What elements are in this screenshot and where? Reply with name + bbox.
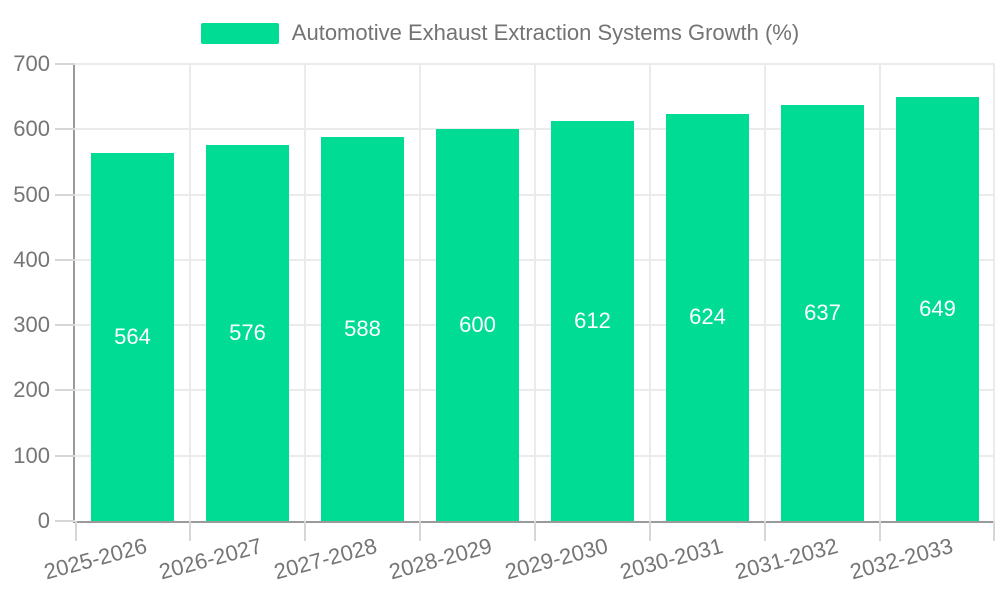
bar-value-label: 612 [574,308,611,334]
x-gridline [304,64,306,521]
x-axis-tick [534,521,536,541]
x-axis-tick [419,521,421,541]
plot-area: 0 100 200 300 400 500 600 700 564 576 588 600 612 624… [13,53,995,541]
x-gridline [189,64,191,521]
y-axis-tick [55,454,75,457]
bar-value-label: 649 [919,296,956,322]
x-axis-tick [649,521,651,541]
y-axis-tick [55,63,75,65]
legend-item[interactable]: Automotive Exhaust Extraction Systems Gr… [200,20,800,46]
bar-2029-2030: 612 [551,121,634,521]
y-axis-label: 0 [37,508,50,533]
x-axis-tick [189,521,191,541]
bar-cell: 612 [535,64,650,521]
legend-swatch [200,22,279,44]
y-axis-label: 300 [13,312,50,338]
x-axis-tick [764,521,766,541]
bar-value-label: 588 [344,316,381,342]
bar-cell: 637 [765,64,880,521]
legend: Automotive Exhaust Extraction Systems Gr… [0,20,1000,46]
bar-value-label: 564 [114,323,151,349]
bar-cell: 588 [305,64,420,521]
x-axis-tick [75,521,77,541]
x-gridline [534,64,536,521]
y-axis-label: 400 [13,246,50,272]
bar-2028-2029: 600 [436,129,519,521]
bar-value-label: 624 [689,304,726,330]
bar-2031-2032: 637 [781,105,864,521]
y-axis-tick [55,389,75,392]
bar-2026-2027: 576 [206,144,289,521]
x-axis-tick [993,521,995,541]
y-axis-tick [55,193,75,196]
legend-label: Automotive Exhaust Extraction Systems Gr… [291,20,800,45]
bar-2027-2028: 588 [321,137,404,521]
bar-value-label: 576 [229,319,266,345]
x-axis-tick [879,521,881,541]
y-axis-label: 600 [13,116,50,142]
y-axis-tick [55,128,75,131]
y-axis-tick [55,258,75,261]
bar-cell: 649 [880,64,995,521]
bar-2025-2026: 564 [91,152,174,521]
x-gridline [419,64,421,521]
x-gridline [649,64,651,521]
x-gridline [764,64,766,521]
x-gridline [879,64,881,521]
bar-cell: 576 [190,64,305,521]
y-axis-label: 200 [13,377,50,403]
bar-cell: 624 [650,64,765,521]
y-axis-label: 500 [13,181,50,207]
y-axis-label: 100 [13,442,50,468]
bar-value-label: 637 [804,300,841,326]
y-axis-label: 700 [13,51,50,76]
y-axis-tick [55,324,75,327]
bar-2030-2031: 624 [666,113,749,521]
y-axis-tick [55,520,75,522]
bar-cell: 600 [420,64,535,521]
x-gridline [993,64,995,521]
bar-cell: 564 [75,64,190,521]
bar-value-label: 600 [459,312,496,338]
x-axis-tick [304,521,306,541]
bar-2032-2033: 649 [896,97,979,521]
bars-container: 564 576 588 600 612 624 637 649 [75,64,995,521]
